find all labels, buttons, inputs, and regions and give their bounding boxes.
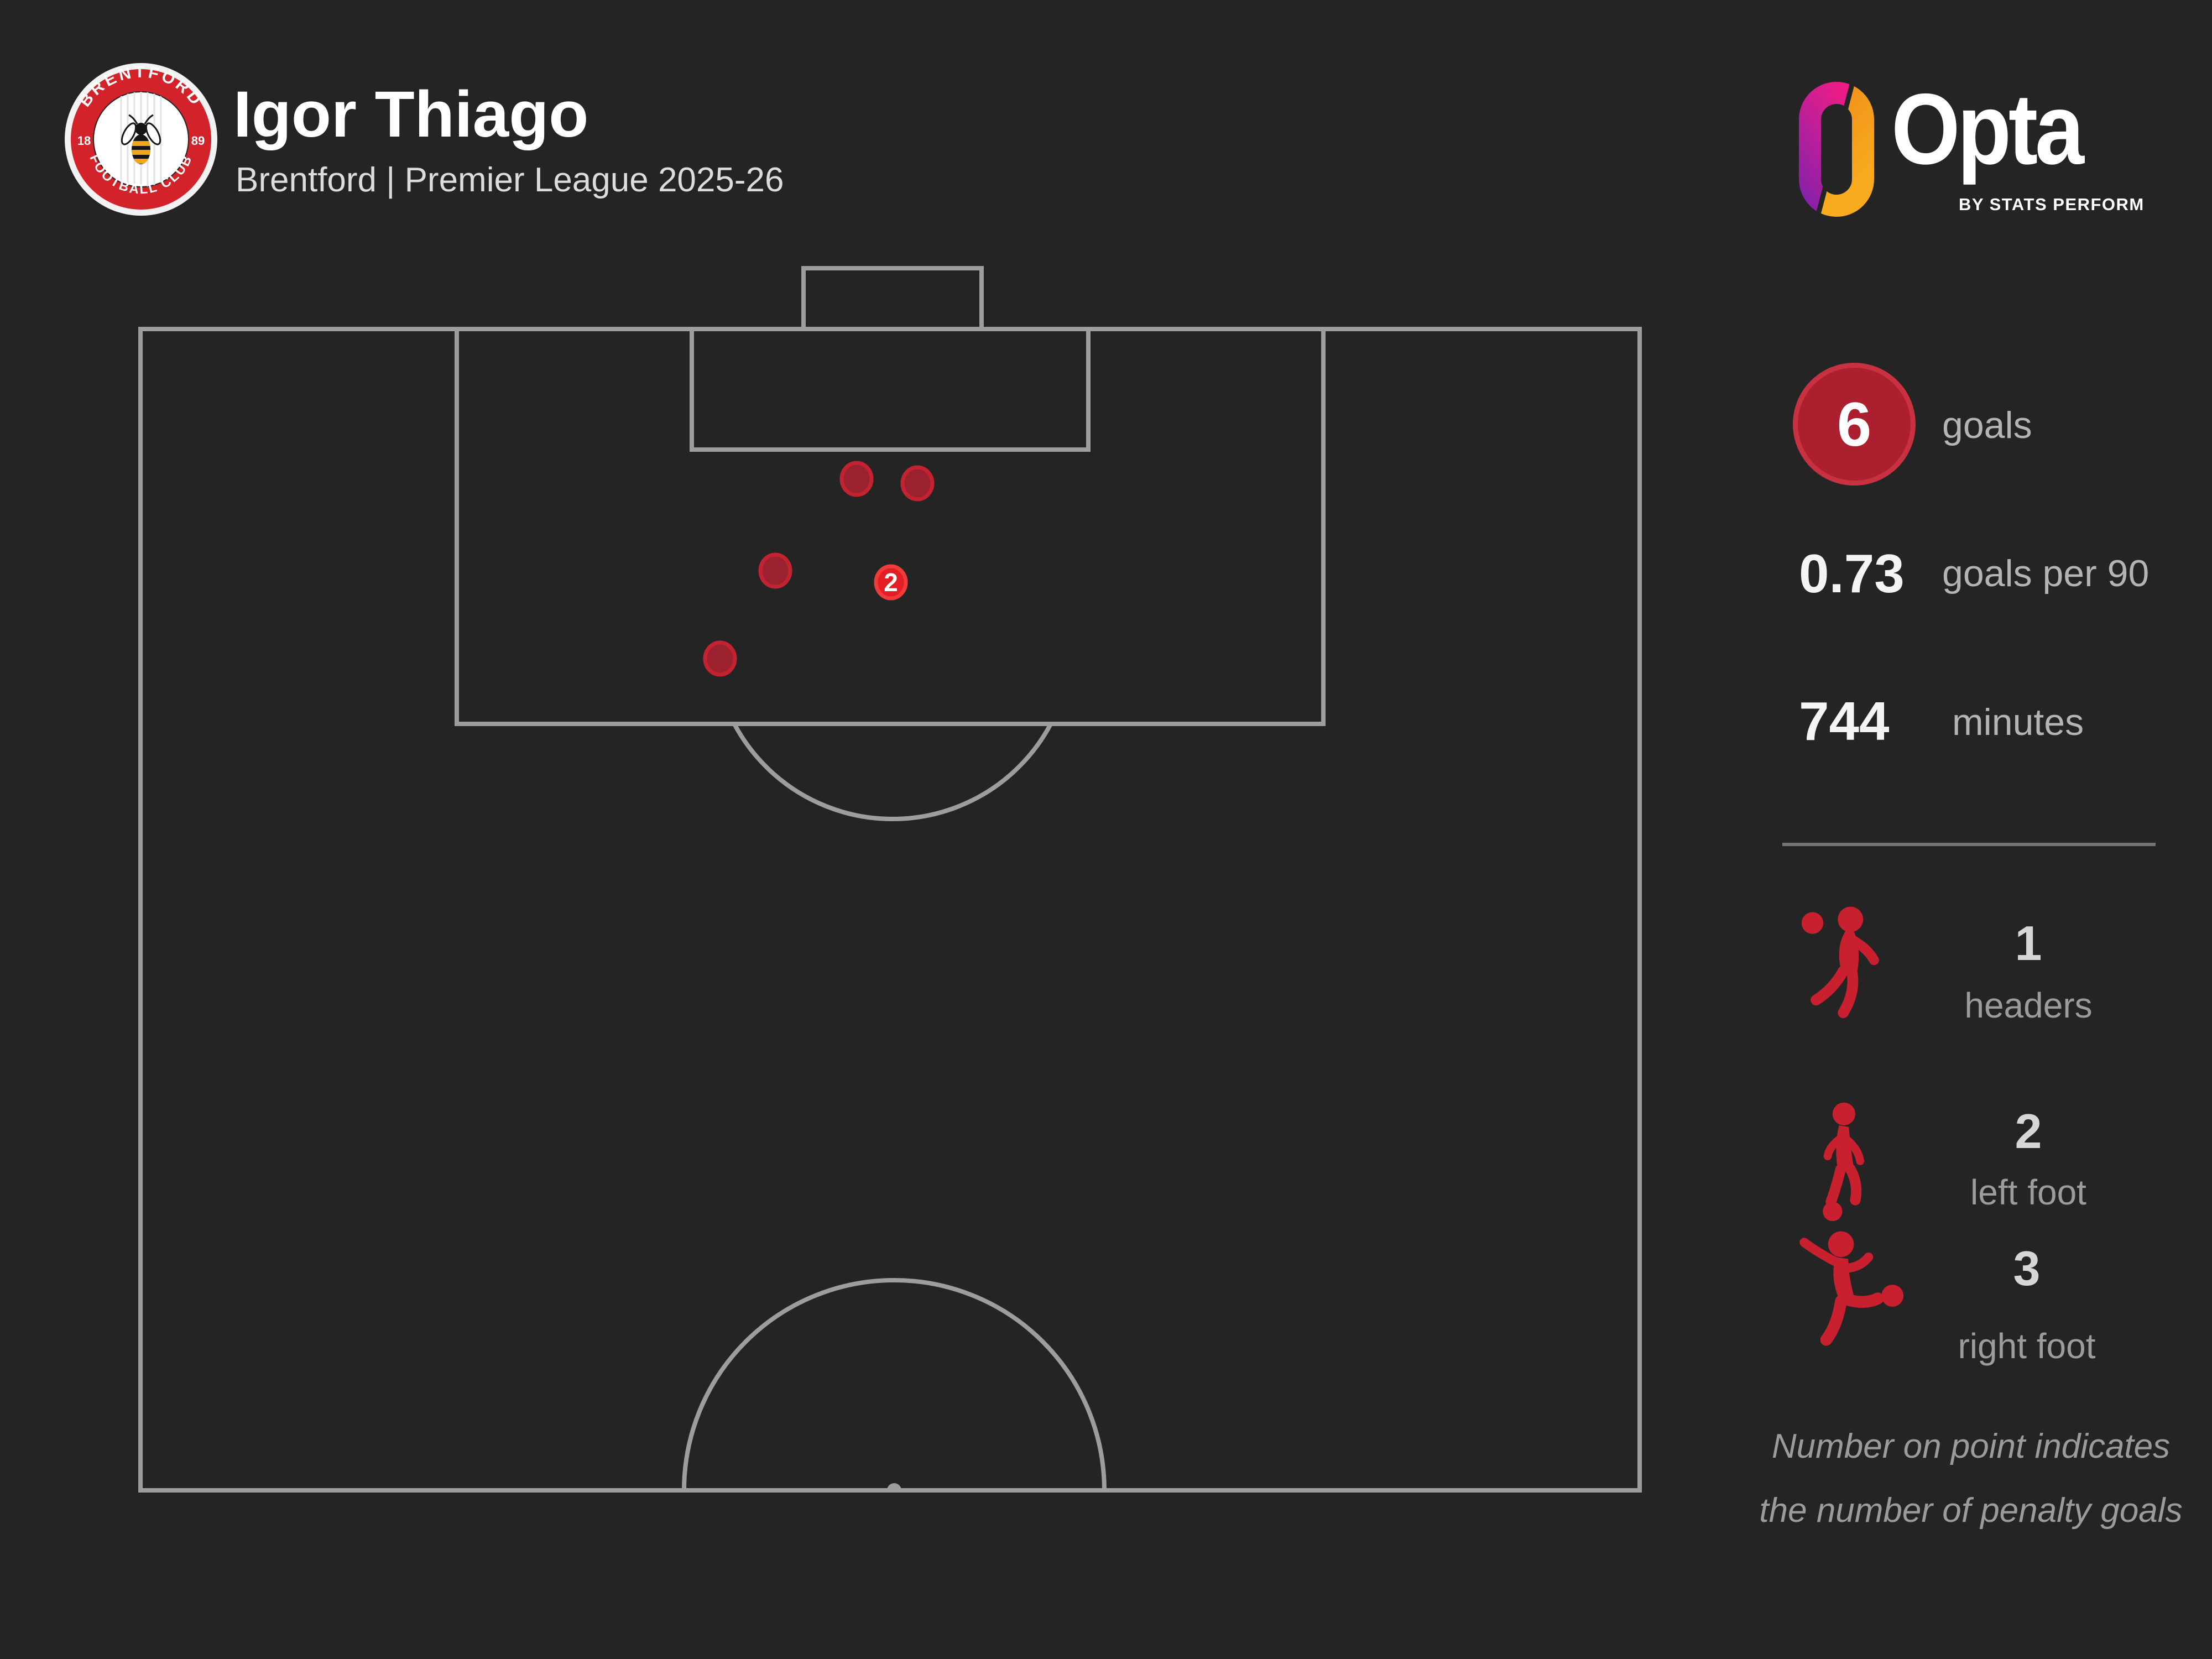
left-foot-label: left foot [1970,1172,2086,1212]
penalty-area [455,327,1326,726]
page-title: Igor Thiago [233,78,589,151]
bee-icon [121,114,161,164]
goal-dot [839,461,874,497]
goals-total-label: goals [1942,404,2032,446]
pitch-boundary [138,327,1642,1493]
goals-per-90-value: 0.73 [1799,543,1905,604]
goal-dot [703,640,737,677]
minutes-label: minutes [1952,701,2084,743]
headers-label: headers [1964,985,2093,1025]
goal-dot [758,552,792,589]
minutes-value: 744 [1799,691,1890,752]
left-foot-count: 2 [2015,1104,2042,1159]
goals-total-value: 6 [1837,389,1872,459]
six-yard-box [690,327,1091,452]
penalty-note-line1: Number on point indicates [1771,1427,2171,1465]
penalty-note: Number on point indicates the number of … [1752,1415,2190,1543]
left-foot-goal-icon [1823,1102,1865,1222]
goals-total-badge: 6 [1793,363,1916,486]
brentford-club-badge: BRENTFORD FOOTBALL CLUB 18 89 [65,63,217,216]
centre-circle [682,1278,1107,1490]
headers-count: 1 [2015,916,2042,971]
penalty-goal-dot [874,564,908,601]
right-foot-label: right foot [1958,1326,2096,1366]
right-foot-count: 3 [2013,1241,2041,1296]
header-goal-icon [1801,906,1879,1019]
penalty-arc [732,724,1053,821]
goal-frame [801,266,984,331]
opta-byline: BY STATS PERFORM [1959,195,2145,214]
centre-spot [887,1483,901,1490]
sidebar-divider [1782,843,2156,846]
goal-dots: 2 [703,461,935,677]
penalty-count-on-dot: 2 [884,568,898,597]
badge-year-left: 18 [77,134,91,148]
badge-year-right: 89 [191,134,205,148]
page-subtitle: Brentford | Premier League 2025-26 [236,161,784,199]
right-foot-goal-icon [1799,1231,1904,1346]
penalty-note-line2: the number of penalty goals [1759,1491,2183,1530]
opta-o-icon [1799,80,1874,218]
opta-logo: Opta BY STATS PERFORM [1797,72,2184,227]
opta-wordmark: Opta [1891,72,2084,185]
goals-per-90-label: goals per 90 [1942,552,2150,594]
goal-dot [900,465,935,502]
